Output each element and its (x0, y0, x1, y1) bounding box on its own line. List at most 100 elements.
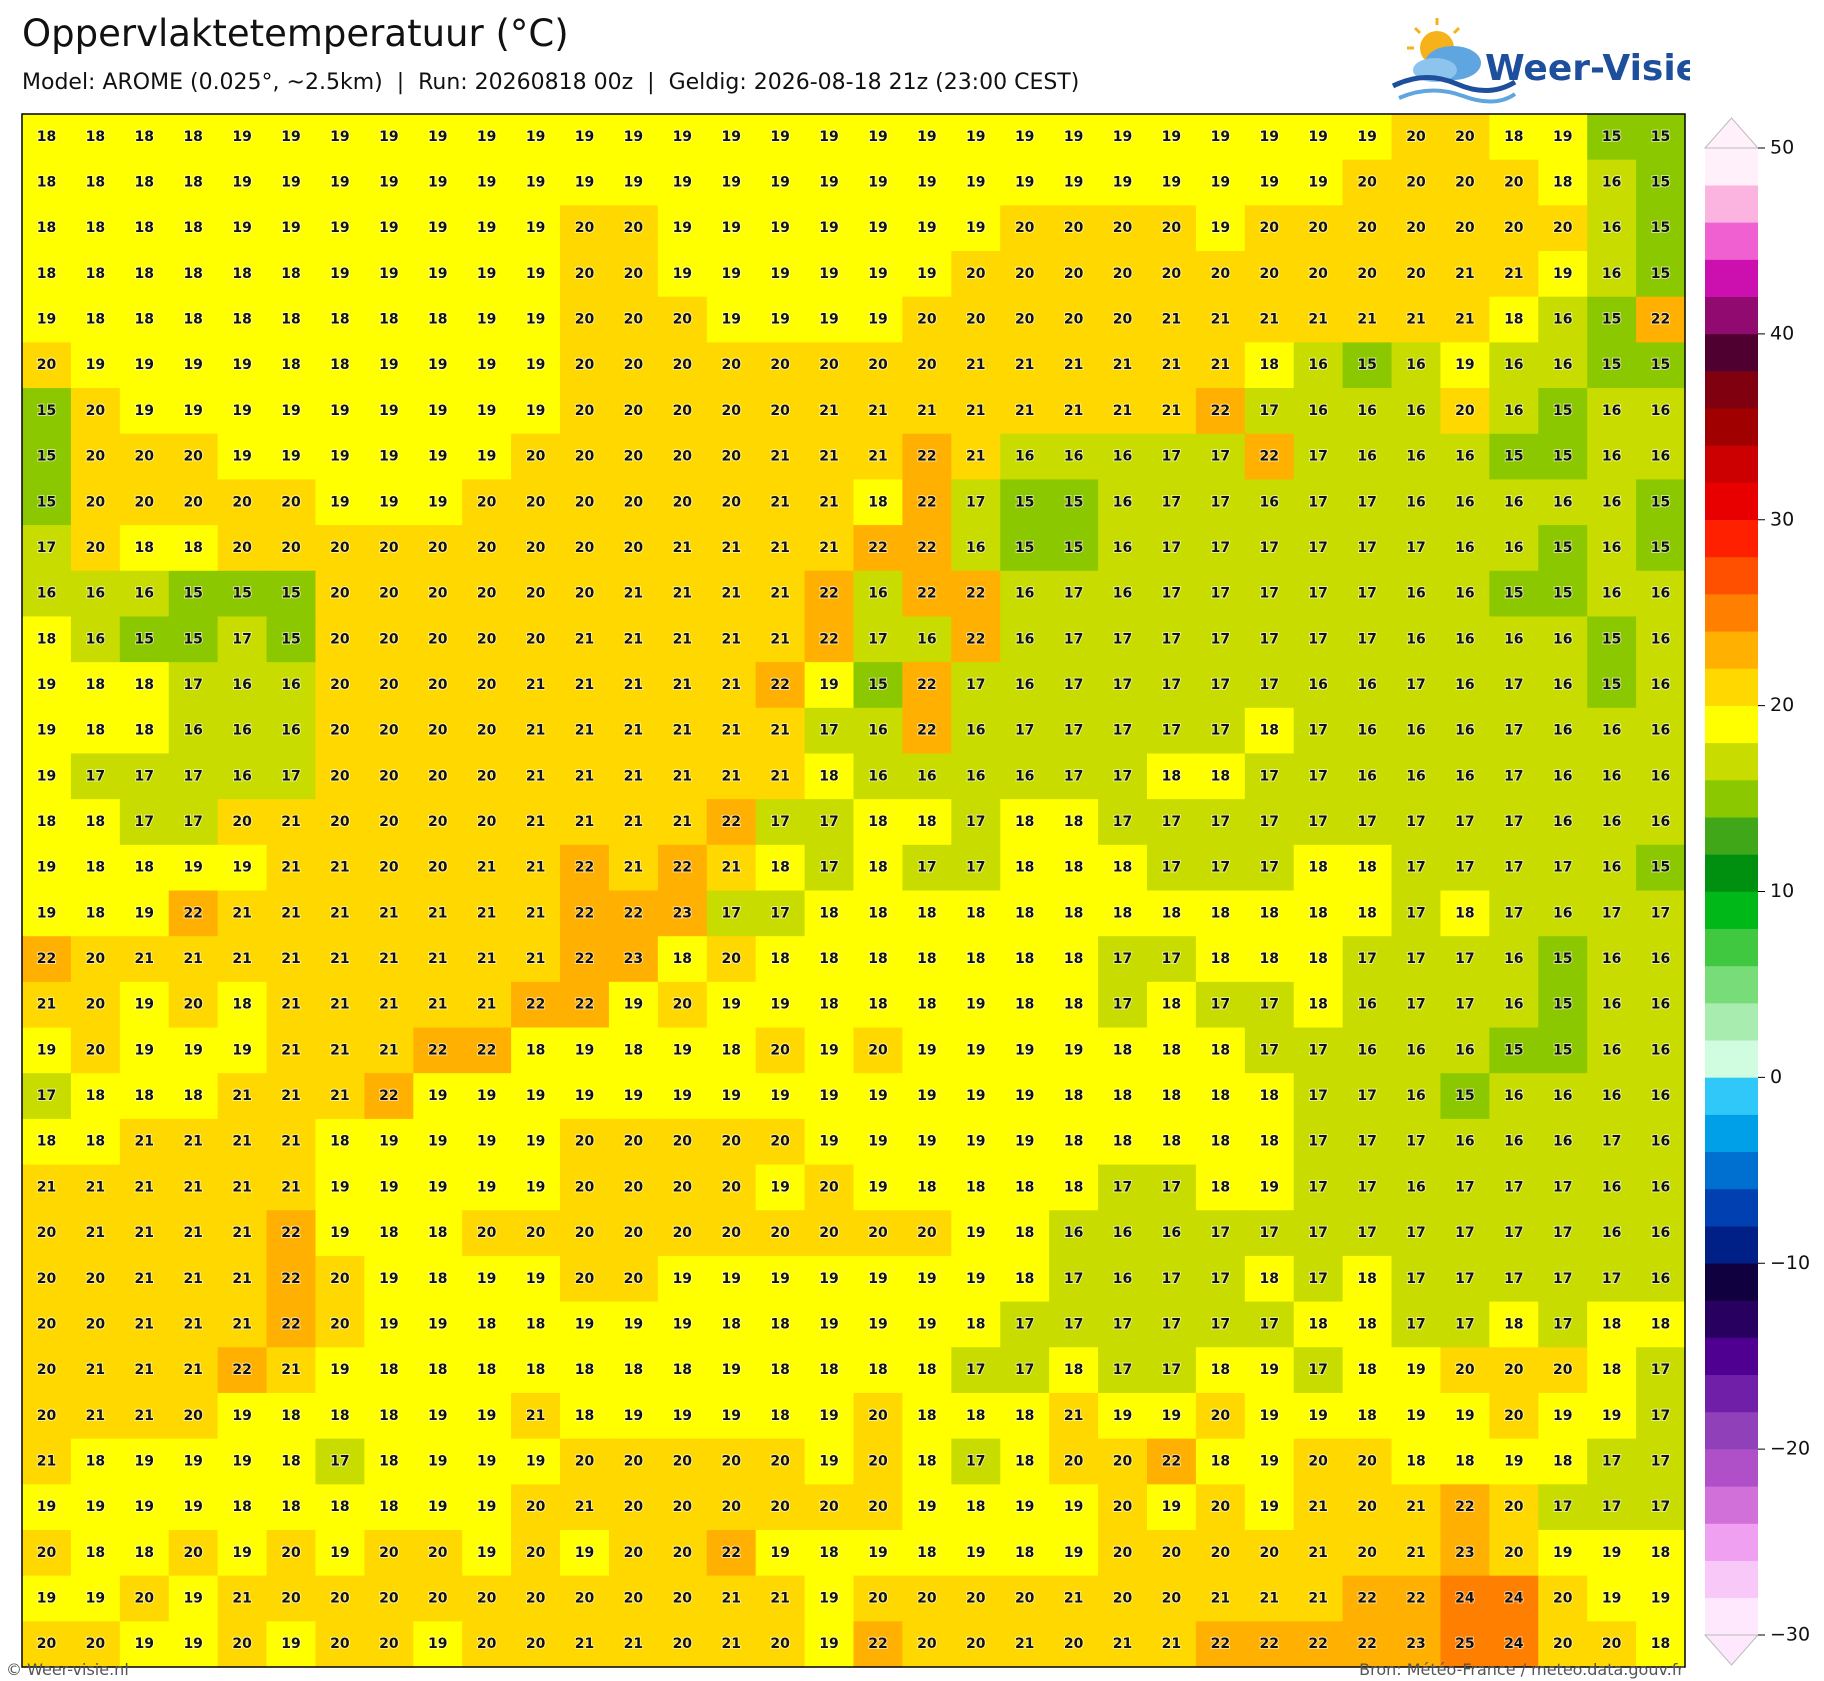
temp-cell (22, 1438, 72, 1485)
temp-label: 17 (1064, 768, 1083, 784)
temp-cell (804, 388, 854, 435)
temp-label: 18 (1015, 997, 1034, 1013)
temp-cell (1244, 114, 1295, 161)
temp-cell (1587, 205, 1637, 252)
temp-cell (315, 799, 365, 846)
temp-label: 17 (1553, 1499, 1572, 1515)
temp-label: 17 (1406, 905, 1425, 921)
temp-label: 19 (770, 175, 789, 191)
temp-cell (804, 1621, 854, 1668)
temp-label: 15 (1602, 677, 1621, 693)
temp-label: 18 (1602, 1316, 1621, 1332)
temp-label: 17 (1260, 1042, 1279, 1058)
temp-label: 17 (1211, 677, 1230, 693)
colorbar-segment (1705, 1374, 1758, 1413)
temp-label: 17 (183, 814, 202, 830)
temp-cell (608, 388, 659, 435)
temp-label: 21 (673, 631, 692, 647)
temp-cell (511, 981, 561, 1029)
temp-label: 17 (1308, 1362, 1327, 1378)
temp-cell (70, 1484, 121, 1531)
temp-label: 20 (379, 677, 399, 693)
temp-label: 19 (526, 403, 545, 419)
temp-cell (511, 1347, 561, 1394)
temp-label: 17 (1211, 1271, 1230, 1287)
temp-label: 19 (868, 1316, 887, 1332)
temp-cell (217, 1484, 268, 1531)
temp-cell (364, 1118, 414, 1166)
temp-cell (70, 799, 121, 846)
temp-cell (511, 1575, 561, 1622)
temp-label: 17 (1162, 449, 1181, 465)
temp-cell (511, 1210, 561, 1257)
temp-cell (1049, 1301, 1099, 1348)
temp-cell (1391, 433, 1441, 480)
temp-label: 20 (721, 403, 741, 419)
temp-label: 21 (183, 951, 202, 967)
temp-cell (657, 251, 708, 298)
temp-label: 17 (1211, 631, 1230, 647)
temp-label: 19 (1064, 129, 1083, 145)
temp-cell (902, 388, 952, 435)
temp-label: 17 (1455, 951, 1474, 967)
temp-cell (755, 662, 806, 709)
temp-cell (608, 1529, 659, 1577)
temp-label: 22 (1211, 1636, 1230, 1652)
temp-label: 20 (330, 540, 350, 556)
temp-label: 22 (966, 586, 985, 602)
temp-label: 17 (1260, 860, 1279, 876)
temp-label: 21 (232, 951, 251, 967)
temp-cell (315, 1621, 365, 1668)
temp-cell (706, 1301, 757, 1348)
temp-cell (1391, 844, 1441, 891)
temp-label: 19 (917, 266, 936, 282)
temp-cell (315, 662, 365, 709)
temp-cell (266, 388, 316, 435)
temp-label: 17 (1308, 1042, 1327, 1058)
temp-label: 16 (1553, 312, 1572, 328)
temp-cell (217, 433, 268, 480)
temp-cell (1195, 1484, 1246, 1531)
temp-label: 16 (1113, 494, 1132, 510)
temp-cell (511, 479, 561, 526)
temp-cell (657, 1575, 708, 1622)
temp-label: 21 (1211, 357, 1230, 373)
temp-cell (168, 890, 219, 937)
temp-cell (462, 342, 512, 389)
temp-label: 19 (770, 1545, 789, 1561)
temp-label: 17 (1162, 494, 1181, 510)
temp-label: 17 (1064, 586, 1083, 602)
temp-label: 21 (624, 814, 643, 830)
temp-label: 20 (526, 1225, 546, 1241)
temp-label: 17 (1308, 1225, 1327, 1241)
temp-cell (266, 1392, 316, 1440)
temp-cell (1293, 799, 1344, 846)
temp-cell (560, 525, 610, 572)
temp-cell (70, 1164, 121, 1211)
temp-cell (1146, 753, 1197, 800)
temp-cell (657, 662, 708, 709)
temp-cell (1489, 1164, 1539, 1211)
colorbar-segment (1705, 333, 1758, 372)
temp-label: 20 (477, 494, 497, 510)
temp-label: 20 (1260, 220, 1280, 236)
temp-label: 20 (1015, 1590, 1035, 1606)
temp-label: 19 (1504, 1453, 1523, 1469)
temp-label: 19 (37, 1499, 56, 1515)
temp-label: 20 (624, 357, 644, 373)
temp-cell (119, 1210, 170, 1257)
temp-cell (1440, 1210, 1490, 1257)
temp-label: 19 (1260, 1362, 1279, 1378)
temp-label: 22 (721, 1545, 740, 1561)
temp-label: 20 (721, 357, 741, 373)
temp-label: 17 (1308, 631, 1327, 647)
temp-label: 19 (330, 494, 349, 510)
temp-cell (560, 1392, 610, 1440)
temp-label: 21 (868, 403, 887, 419)
temp-cell (1146, 799, 1197, 846)
temp-cell (1440, 342, 1490, 389)
temp-cell (1489, 342, 1539, 389)
temp-label: 15 (232, 586, 251, 602)
temp-label: 19 (183, 1636, 202, 1652)
temp-cell (1538, 296, 1588, 343)
